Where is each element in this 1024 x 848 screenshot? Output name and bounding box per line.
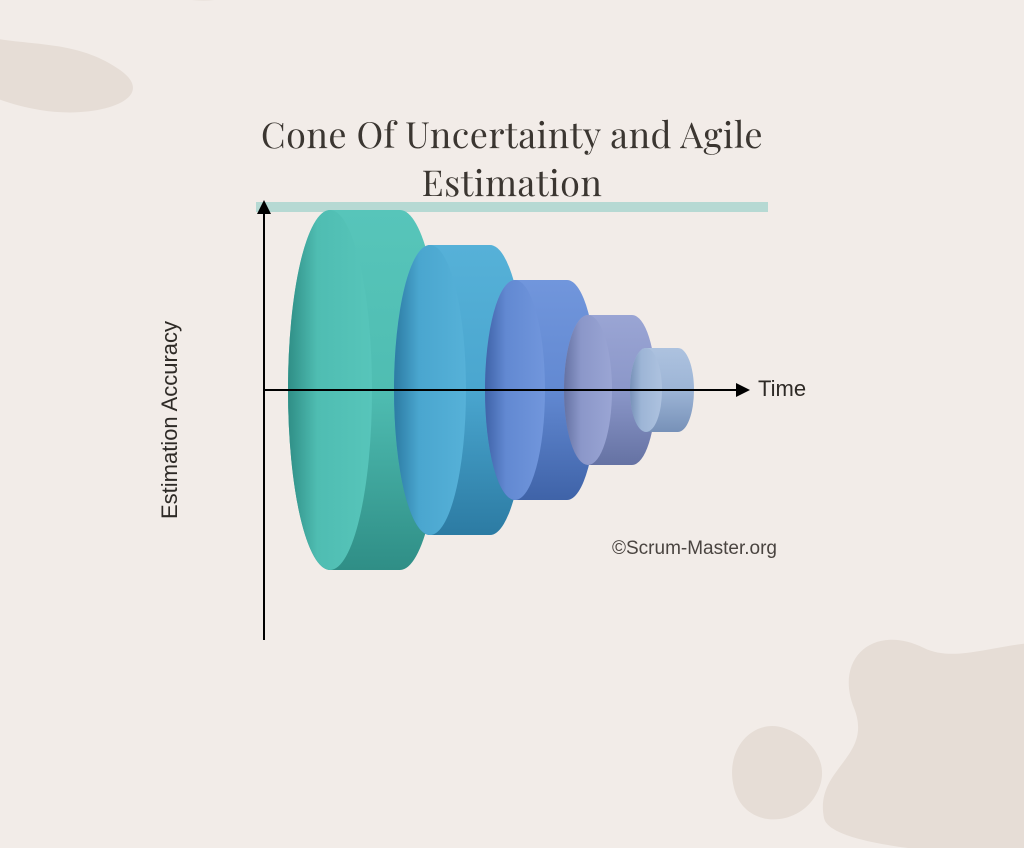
chart-svg — [210, 190, 810, 650]
decor-blob-top-left — [0, 0, 260, 160]
attribution-text: ©Scrum-Master.org — [612, 538, 777, 560]
blob-shape — [0, 0, 260, 112]
cone-chart: Estimation Accuracy Time — [210, 190, 810, 650]
blob-shape — [732, 640, 1024, 848]
y-axis-label: Estimation Accuracy — [157, 321, 183, 519]
x-axis-label: Time — [758, 376, 806, 402]
